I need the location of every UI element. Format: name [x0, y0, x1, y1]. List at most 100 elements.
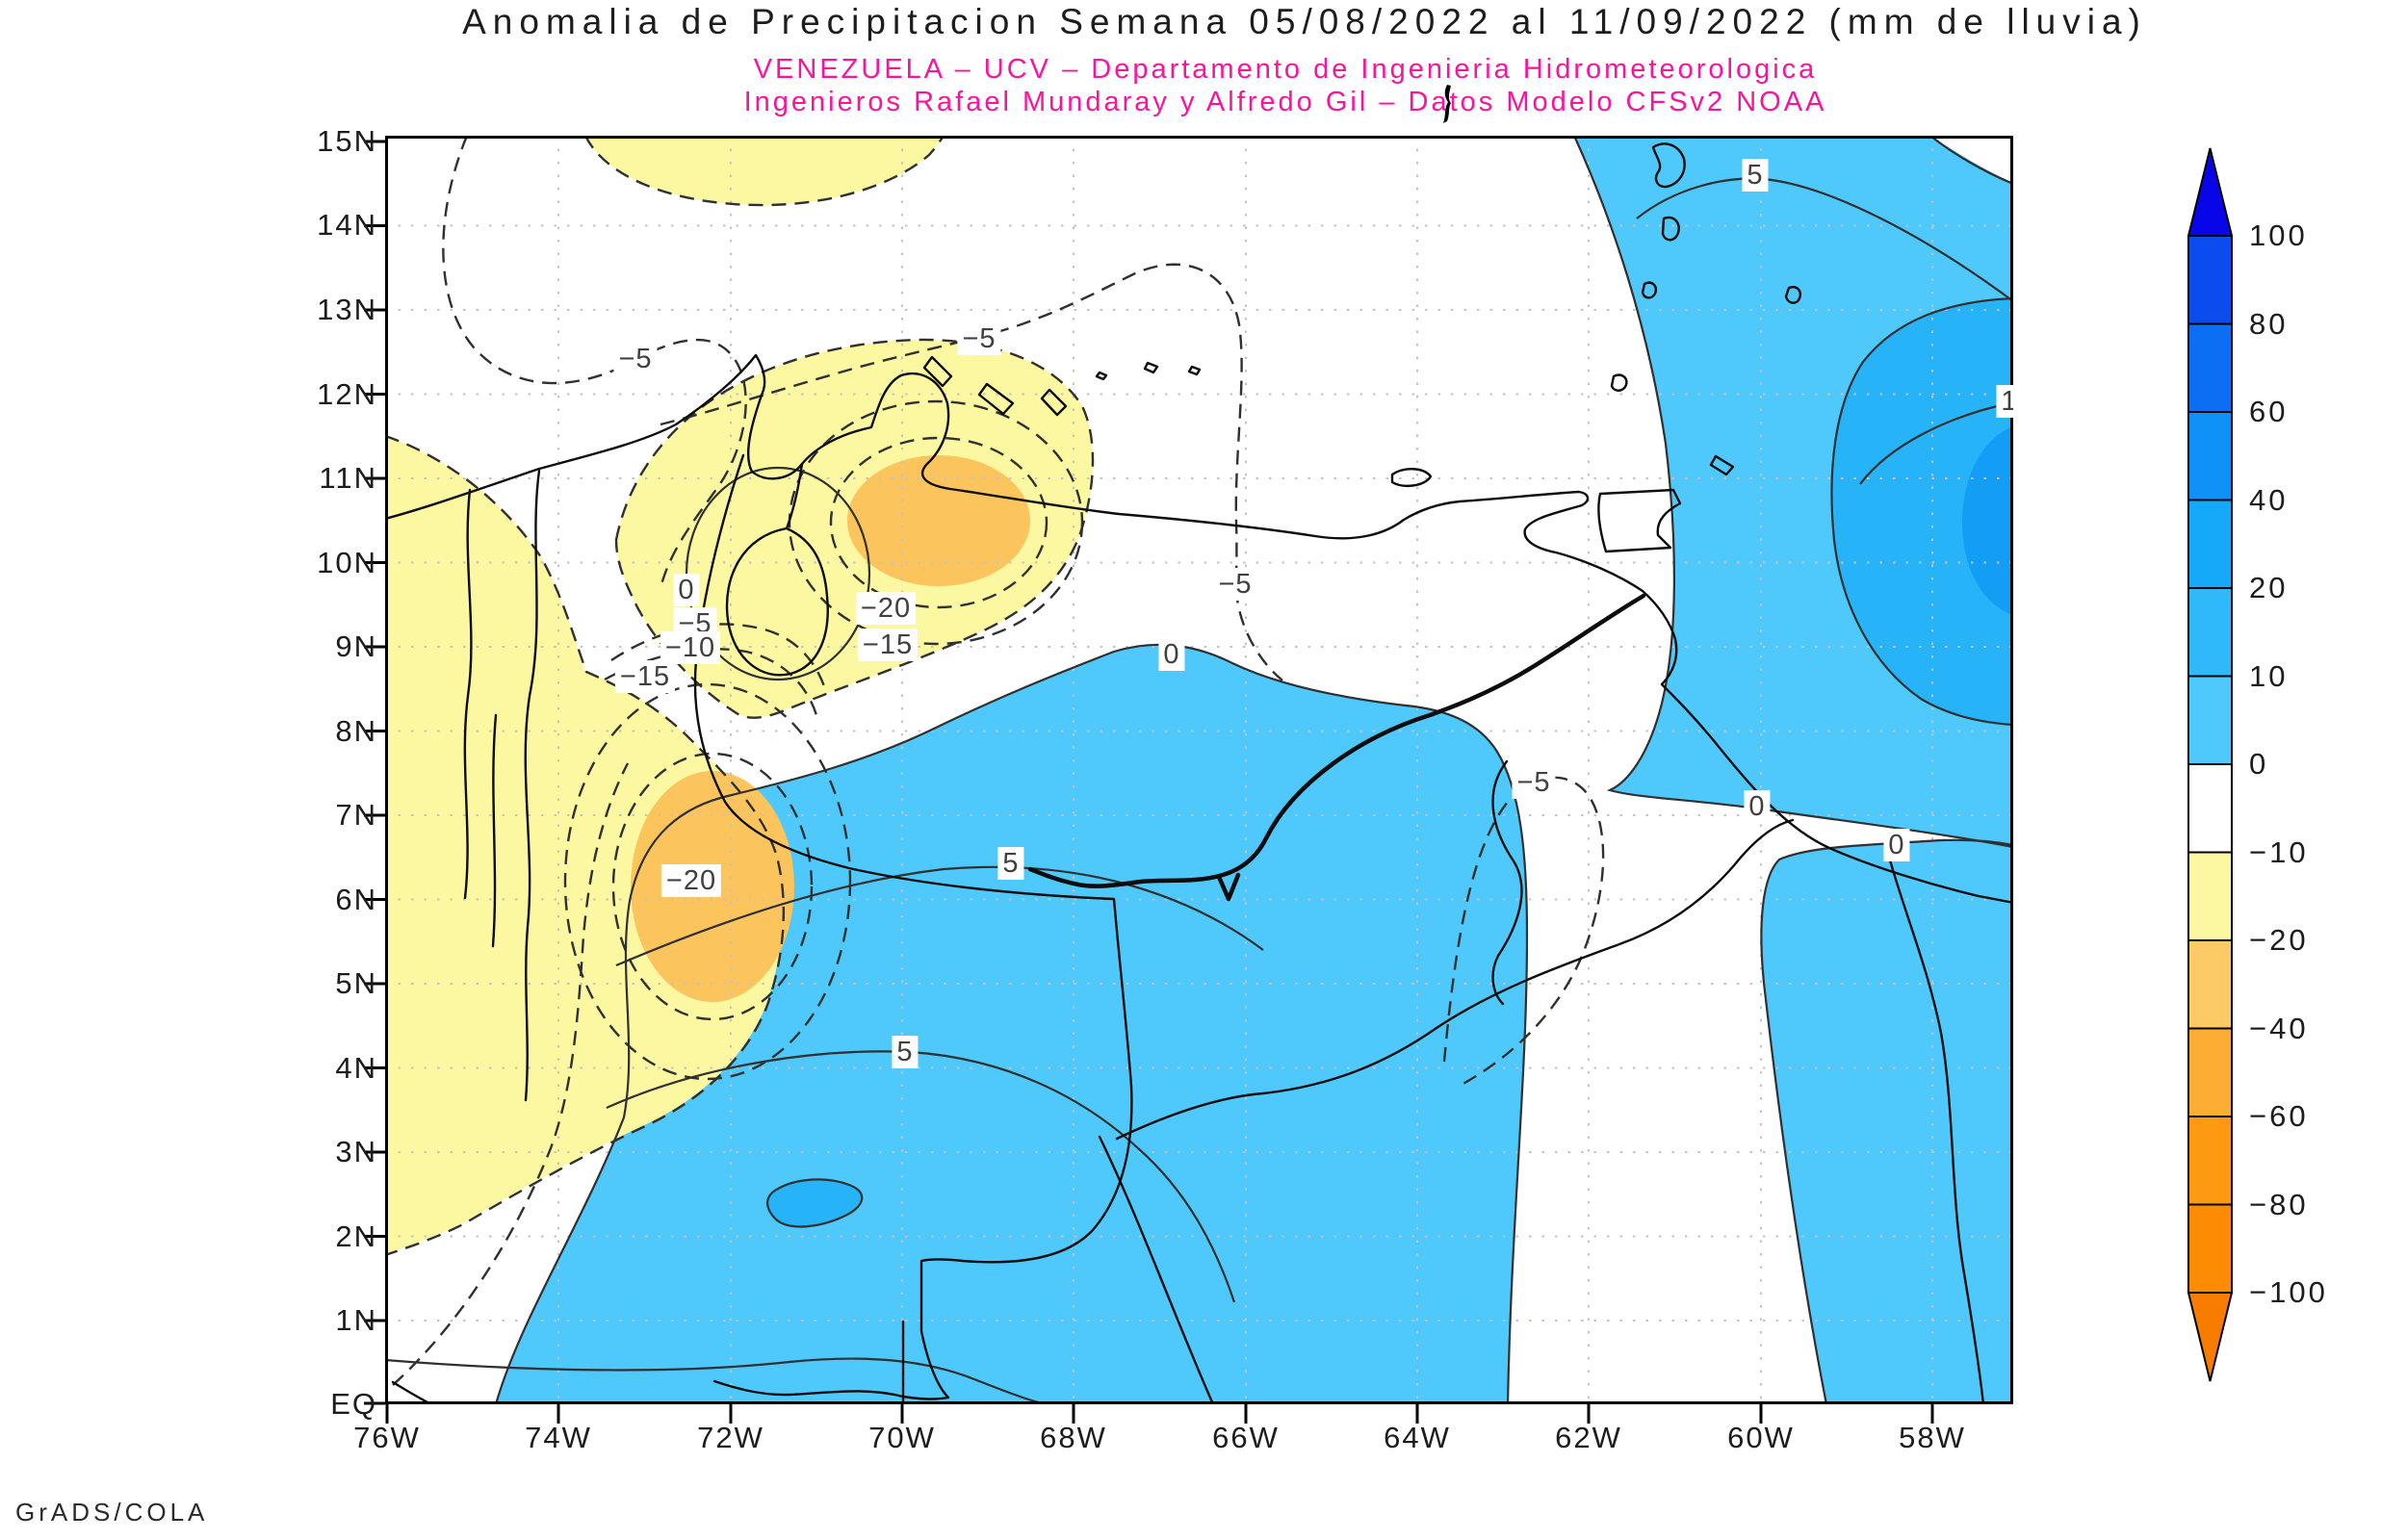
- island-margarita: [1390, 468, 1433, 488]
- island-martinique: [1651, 142, 1686, 189]
- river-colombia-3: [491, 713, 498, 948]
- lat-tick-label: 11N: [319, 461, 377, 495]
- white-wedge-topright: [1930, 136, 2013, 183]
- contour-label: 5: [892, 1036, 919, 1068]
- lat-tick-label: 10N: [317, 546, 377, 579]
- positive-core-ne: [1962, 426, 2013, 615]
- plot-frame: [385, 136, 2013, 1404]
- positive-spot-10to20-south: [767, 1179, 863, 1227]
- colorbar-label: −40: [2249, 1012, 2309, 1045]
- lake-maracaibo-outline: [725, 462, 829, 677]
- anomaly-map-svg: [385, 136, 2013, 1404]
- lat-tick-label: 9N: [335, 629, 377, 663]
- colorbar-segment: [2187, 851, 2233, 941]
- island-tobago: [1709, 454, 1735, 476]
- lat-tick-label: 1N: [335, 1303, 377, 1337]
- colorbar-segment: [2187, 675, 2233, 765]
- contour-label: −20: [660, 864, 722, 897]
- lon-tick-label: 62W: [1555, 1421, 1622, 1454]
- colorbar-segment: [2187, 939, 2233, 1030]
- lon-tick-label: 70W: [868, 1421, 936, 1454]
- river-orinoco-spike: [1216, 872, 1241, 902]
- colorbar-label: 100: [2249, 218, 2308, 252]
- colorbar-label: 80: [2249, 307, 2289, 341]
- grads-credit: GrADS/COLA: [15, 1498, 209, 1527]
- lon-tick-label: 72W: [697, 1421, 764, 1454]
- positive-region-southeast: [1761, 839, 2013, 1404]
- lat-tick-label: 5N: [335, 966, 377, 1000]
- island-grenada: [1610, 373, 1628, 392]
- contour-label: 0: [1883, 829, 1910, 861]
- lat-tick-label: EQ: [330, 1387, 377, 1421]
- island-bonaire: [1040, 388, 1068, 417]
- map-plot-area: −5 −5 5 0 −5 −10 −15 −20 −15 −5 0 −5 0 0…: [385, 136, 2013, 1404]
- colorbar-label: −60: [2249, 1099, 2309, 1133]
- lat-tick-label: 3N: [335, 1135, 377, 1168]
- lon-ticks: [385, 1404, 1934, 1424]
- colorbar-segment: [2187, 587, 2233, 678]
- negative-region-west-band: [385, 436, 783, 1254]
- lon-tick-label: 66W: [1212, 1421, 1280, 1454]
- lat-tick-label: 14N: [317, 208, 377, 242]
- colorbar-label: 40: [2249, 483, 2289, 517]
- colorbar-label: 60: [2249, 395, 2289, 428]
- subtitle-institution: VENEZUELA – UCV – Departamento de Ingeni…: [753, 54, 1818, 85]
- colorbar-segment: [2187, 235, 2233, 325]
- lon-tick-label: 74W: [525, 1421, 592, 1454]
- contour-label: −15: [614, 660, 676, 693]
- colorbar-segment: [2187, 322, 2233, 413]
- lat-tick-label: 8N: [335, 714, 377, 748]
- contour-label: −5: [1512, 766, 1556, 799]
- islet-los-roques-1: [1143, 361, 1159, 374]
- colorbar-segment: [2187, 499, 2233, 589]
- dashed-contours: [385, 136, 1605, 1386]
- colorbar-triangle-bottom: [2187, 1292, 2234, 1382]
- colorbar: [2187, 147, 2234, 1382]
- colorbar-segment: [2187, 1203, 2233, 1294]
- contour-label: −10: [660, 631, 721, 664]
- negative-region-top-patch: [585, 136, 944, 206]
- island-barbados: [1784, 286, 1801, 304]
- colorbar-segment: [2187, 1116, 2233, 1206]
- lon-tick-label: 76W: [353, 1421, 421, 1454]
- lon-tick-label: 64W: [1384, 1421, 1451, 1454]
- lat-tick-label: 2N: [335, 1219, 377, 1253]
- lat-tick-label: 12N: [317, 377, 377, 411]
- subtitle-authors: Ingenieros Rafael Mundaray y Alfredo Gil…: [743, 87, 1827, 117]
- island-st-lucia: [1661, 216, 1680, 242]
- colorbar-segment: [2187, 1027, 2233, 1117]
- island-aruba: [922, 355, 953, 388]
- contour-label: −5: [1213, 568, 1257, 601]
- lon-tick-label: 60W: [1727, 1421, 1795, 1454]
- contour-label: −15: [857, 629, 919, 661]
- river-magdalena: [524, 469, 541, 1102]
- mouse-cursor: [1443, 85, 1451, 123]
- contour-label: −20: [855, 592, 917, 625]
- colorbar-segment: [2187, 411, 2233, 501]
- geography: [385, 142, 2013, 1404]
- lon-tick-label: 58W: [1899, 1421, 1966, 1454]
- shaded-regions: [385, 136, 2013, 1404]
- river-cauca: [463, 488, 473, 900]
- lat-tick-label: 7N: [335, 798, 377, 832]
- islet-las-aves: [1095, 371, 1108, 381]
- colorbar-label: 10: [2249, 659, 2289, 693]
- colorbar-triangle-top: [2187, 147, 2234, 237]
- contour-label: 5: [997, 847, 1024, 880]
- contour-label: 0: [673, 574, 700, 606]
- border-southwest-corner: [391, 1380, 433, 1404]
- page-title: Anomalia de Precipitacion Semana 05/08/2…: [462, 2, 2147, 41]
- coastline-path: [385, 353, 2013, 905]
- contour-label: 5: [1742, 159, 1769, 192]
- contour-label: −5: [957, 322, 1001, 355]
- lat-ticks: [364, 140, 385, 1405]
- colorbar-label: −80: [2249, 1188, 2309, 1221]
- colorbar-label: −100: [2249, 1275, 2328, 1309]
- colorbar-label: −10: [2249, 835, 2309, 869]
- island-trinidad: [1597, 488, 1682, 553]
- contour-label: −5: [613, 343, 658, 375]
- border-venezuela-brazil: [1115, 818, 1795, 1141]
- contour-label: 0: [1744, 790, 1771, 823]
- lat-tick-label: 13N: [317, 293, 377, 326]
- island-st-vincent: [1641, 281, 1657, 299]
